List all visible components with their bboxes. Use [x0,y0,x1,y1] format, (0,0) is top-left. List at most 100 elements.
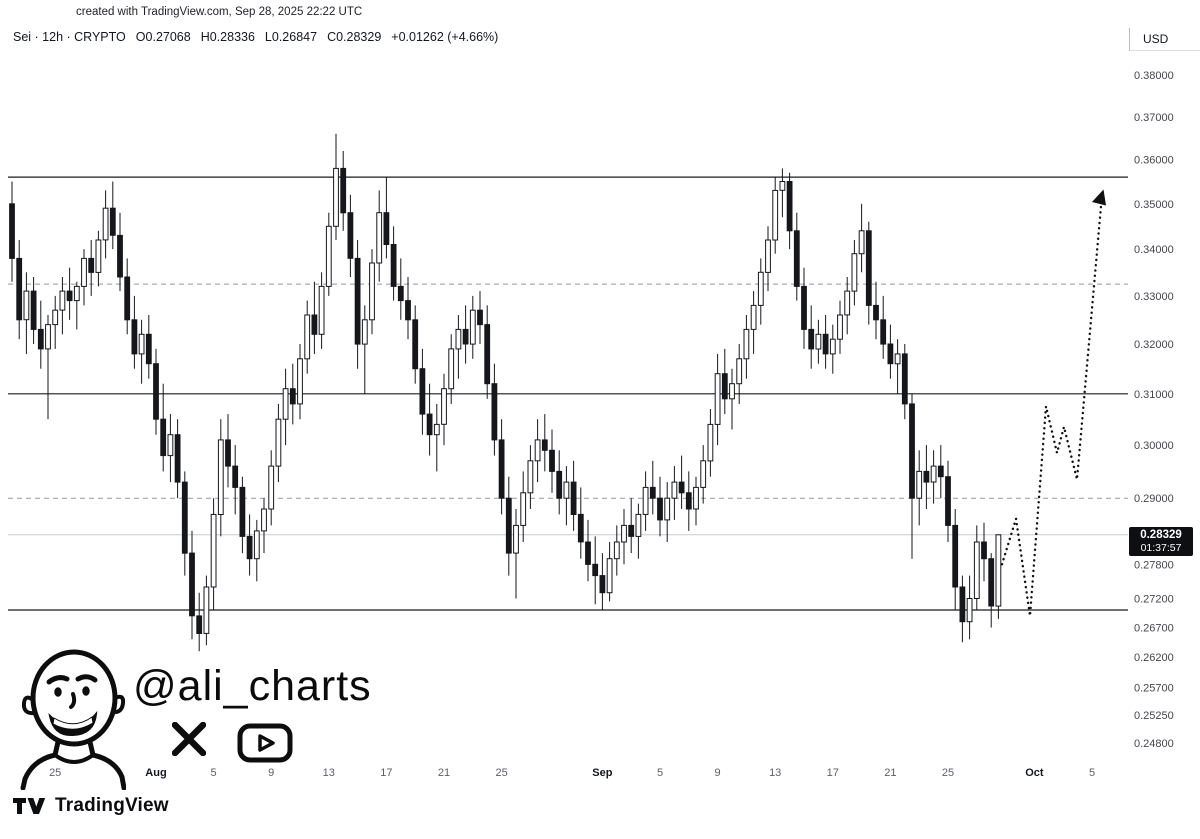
candle-body [232,465,239,488]
candle-body [937,465,944,478]
candle-body [930,465,937,483]
candle-body [318,285,325,335]
candle-body [599,575,606,594]
candle-body [815,333,822,350]
time-axis-label: 13 [323,767,335,779]
candle-body [361,319,368,345]
candle-body [160,418,167,457]
projection-dotted-path [1000,193,1104,618]
candle-body [988,558,995,607]
price-axis-label: 0.30000 [1134,440,1174,452]
candle-body [606,558,613,594]
candle-body [95,239,102,273]
candle-body [376,212,383,264]
candle-body [613,541,620,560]
time-axis-label: 5 [657,767,663,779]
candle-body [397,285,404,302]
attribution-text: created with TradingView.com, Sep 28, 20… [76,6,363,18]
candle-body [340,167,347,214]
candle-body [923,470,930,483]
candle-body [916,470,923,499]
candle-body [678,481,685,494]
candle-body [743,328,750,360]
candle-body [959,586,966,623]
candle-body [153,363,159,420]
candle-body [772,189,779,241]
candle-body [412,319,419,370]
candle-body [635,513,642,537]
candle-body [347,212,354,259]
candle-body [793,230,800,287]
price-axis-label: 0.31000 [1134,389,1174,401]
candle-body [577,513,584,543]
candle-body [405,300,411,321]
candle-body [268,465,275,510]
candle-body [995,534,1002,607]
candle-body [167,434,174,457]
time-axis-label: 21 [438,767,450,779]
candle-body [498,439,505,499]
candle-body [311,314,318,335]
ohlc-open: O0.27068 [135,30,191,44]
candle-body [45,324,51,350]
candle-body [534,439,541,462]
candle-body [973,541,980,599]
candle-body [124,276,131,321]
candle-body [880,319,887,345]
symbol-title[interactable]: Sei · 12h · CRYPTO [13,30,126,44]
candle-body [88,257,95,273]
candle-body [642,486,649,515]
price-axis-label: 0.35000 [1134,199,1174,211]
candle-body [145,333,152,365]
candle-body [390,244,397,287]
watermark-handle: @ali_charts [133,662,372,710]
candle-body [441,388,447,425]
candle-body [225,439,231,467]
candle-body [808,328,815,350]
candle-body [894,353,901,365]
candle-body [203,586,210,634]
time-axis-label: 9 [715,767,721,779]
price-axis-label: 0.27200 [1134,594,1174,606]
candle-body [628,524,635,537]
candle-body [253,530,260,560]
candle-body [865,230,872,306]
ohlc-low: L0.26847 [264,30,318,44]
candle-body [851,253,858,292]
price-axis-label: 0.38000 [1134,70,1174,82]
candle-body [282,388,289,420]
candle-body [109,207,116,236]
time-axis-label: Aug [145,767,166,779]
price-axis-label: 0.37000 [1134,112,1174,124]
candle-body [909,403,915,499]
price-axis-label: 0.36000 [1134,155,1174,167]
candle-body [131,319,138,355]
time-axis-label: 25 [495,767,507,779]
time-axis-label: 17 [380,767,392,779]
candle-body [189,552,195,617]
candle-body [469,309,476,345]
candle-body [369,262,375,321]
tradingview-logo-icon [13,798,46,814]
tradingview-logo[interactable]: TradingView [13,795,169,817]
candle-body [419,368,426,415]
time-axis-label: 9 [268,767,274,779]
time-axis-label: Sep [592,767,612,779]
candle-body [858,230,865,255]
candle-body [383,212,390,245]
last-price-value: 0.28329 [1140,529,1182,541]
time-axis-label: 5 [1089,767,1095,779]
currency-toggle[interactable]: USD [1129,28,1200,51]
last-price-badge: 0.28329 01:37:57 [1129,527,1193,556]
candle-body [102,207,109,241]
candle-body [217,439,224,515]
candle-body [261,508,267,532]
price-axis-label: 0.34000 [1134,244,1174,256]
candle-body [9,203,15,259]
change-value: +0.01262 (+4.66%) [391,30,499,44]
candle-body [117,234,123,278]
candle-body [73,285,80,302]
candle-body [621,524,627,543]
time-axis-label: 17 [827,767,839,779]
